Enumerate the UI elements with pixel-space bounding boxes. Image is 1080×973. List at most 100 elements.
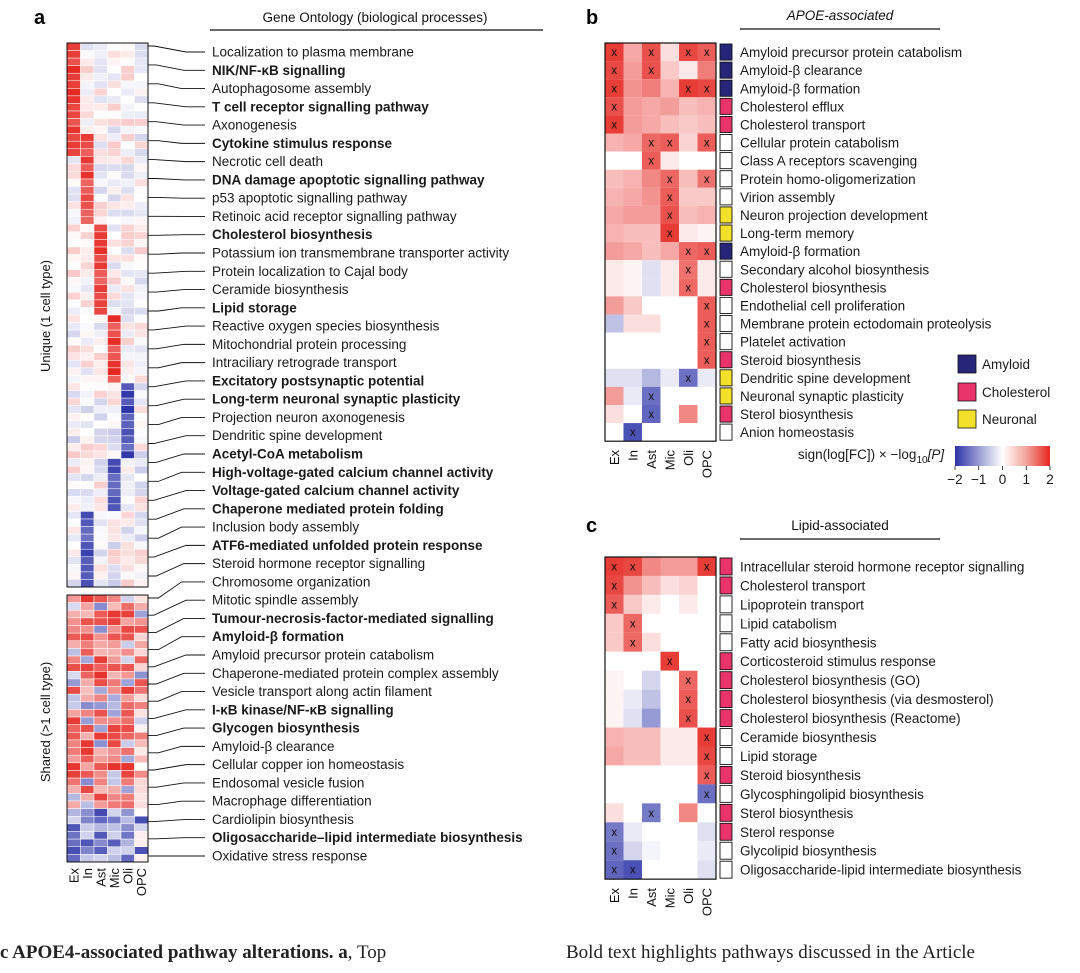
heatmap-a-cell xyxy=(93,428,108,437)
heatmap-a-cell xyxy=(107,503,122,512)
heatmap-a-cell xyxy=(80,397,95,406)
panel_c-category-swatch xyxy=(719,595,733,614)
heatmap-a-cell xyxy=(66,420,81,429)
heatmap-a-cell xyxy=(80,640,95,649)
heatmap-a-cell xyxy=(120,216,135,225)
panel_b-cell xyxy=(642,242,661,261)
heatmap-a-cell xyxy=(107,686,122,695)
panel_c-cell xyxy=(679,765,698,785)
heatmap-a-cell xyxy=(107,518,122,527)
panel_b-cell xyxy=(697,224,716,243)
panel_b-significance-mark: x xyxy=(648,391,654,403)
heatmap-a-cell xyxy=(66,594,81,603)
heatmap-a-cell xyxy=(66,118,81,127)
heatmap-a-cell xyxy=(80,770,95,779)
heatmap-a-cell xyxy=(107,57,122,66)
panel_c-cell xyxy=(642,670,661,690)
panel-a-connector xyxy=(148,471,205,482)
panel_b-pathway-label: Amyloid-β formation xyxy=(740,81,860,96)
panel_b-cell xyxy=(660,314,679,333)
panel-a-connector xyxy=(148,563,205,577)
heatmap-a-cell xyxy=(134,503,149,512)
panel-a-pathway-label: Cellular copper ion homeostasis xyxy=(212,757,404,772)
heatmap-a-cell xyxy=(66,254,81,263)
panel_c-cell xyxy=(642,803,661,823)
heatmap-a-cell xyxy=(107,579,122,588)
heatmap-a-cell xyxy=(66,443,81,452)
heatmap-a-cell xyxy=(120,480,135,490)
heatmap-a-cell xyxy=(134,329,149,338)
heatmap-a-cell xyxy=(93,854,108,863)
heatmap-a-cell xyxy=(80,793,95,802)
panel_b-pathway-label: Virion assembly xyxy=(740,190,835,205)
heatmap-a-cell xyxy=(134,50,149,59)
heatmap-a-cell xyxy=(120,254,135,263)
heatmap-a-cell xyxy=(93,556,108,565)
heatmap-a-cell xyxy=(93,110,108,119)
heatmap-a-cell xyxy=(120,503,135,512)
panel_b-cell xyxy=(660,79,679,98)
heatmap-a-cell xyxy=(120,564,135,573)
heatmap-a-cell xyxy=(120,701,135,710)
panel_c-cell xyxy=(605,841,624,861)
panel-a-connector xyxy=(148,435,205,444)
heatmap-a-cell xyxy=(66,602,81,611)
panel_b-cell xyxy=(697,133,716,152)
panel_c-significance-mark: x xyxy=(704,732,710,744)
panel_b-cell xyxy=(679,386,698,405)
panel_b-cell xyxy=(623,368,642,387)
heatmap-a-cell xyxy=(66,770,81,779)
heatmap-a-cell xyxy=(93,511,108,520)
heatmap-a-cell xyxy=(120,382,135,391)
color-scale: sign(log[FC]) × −log10[P] −2 −1 0 1 2 xyxy=(798,446,1054,487)
heatmap-a-cell xyxy=(107,458,122,467)
heatmap-a-cell xyxy=(93,103,108,112)
heatmap-a-cell xyxy=(80,103,95,112)
heatmap-a-cell xyxy=(93,526,108,535)
heatmap-a-cell xyxy=(66,435,81,444)
panel_b-column-label: Ast xyxy=(644,450,659,469)
panel_c-significance-mark: x xyxy=(685,675,691,687)
heatmap-a-cell xyxy=(66,777,81,786)
heatmap-a-cell xyxy=(93,344,108,354)
heatmap-a-cell xyxy=(80,846,95,855)
panel_b-category-swatch xyxy=(719,278,733,296)
panel_c-category-swatch xyxy=(719,747,733,765)
heatmap-a-cell xyxy=(80,732,95,741)
heatmap-a-cell xyxy=(66,224,81,233)
heatmap-a-cell xyxy=(93,655,108,664)
heatmap-a-cell xyxy=(134,678,149,687)
heatmap-a-cell xyxy=(66,344,81,354)
heatmap-a-cell xyxy=(107,709,122,718)
panel-a-pathway-label: T cell receptor signalling pathway xyxy=(212,99,429,114)
panel-a-pathway-label: Lipid storage xyxy=(212,300,297,315)
panel-a-connector xyxy=(148,196,205,199)
heatmap-a-cell xyxy=(80,163,95,172)
heatmap-a-cell xyxy=(107,103,122,112)
heatmap-a-cell xyxy=(107,344,122,354)
panel_b-cell xyxy=(623,79,642,98)
panel_c-cell xyxy=(605,670,624,690)
panel-b-column-labels: Ex In Ast Mic Oli OPC xyxy=(607,450,715,479)
heatmap-a-cell xyxy=(93,632,108,642)
heatmap-a-cell xyxy=(120,443,135,452)
heatmap-a-cell xyxy=(80,747,95,756)
heatmap-a-cell xyxy=(80,785,95,794)
heatmap-a-cell xyxy=(93,178,108,187)
panel_b-cell xyxy=(660,115,679,134)
heatmap-a-cell xyxy=(66,564,81,573)
heatmap-a-cell xyxy=(134,375,149,384)
panel_b-cell xyxy=(642,115,661,134)
panel_b-significance-mark: x xyxy=(685,373,691,385)
heatmap-a-cell xyxy=(120,322,135,331)
panel_c-frame xyxy=(604,556,717,880)
panel-a-connector xyxy=(148,599,205,616)
panel-a-connector xyxy=(148,618,205,633)
heatmap-a-cell xyxy=(80,831,95,840)
panel-a-pathway-label: Amyloid-β clearance xyxy=(212,739,335,754)
heatmap-a-cell xyxy=(80,480,95,490)
heatmap-a-cell xyxy=(80,777,95,786)
heatmap-a-cell xyxy=(107,716,122,725)
heatmap-a-cell xyxy=(93,648,108,657)
panel_c-category-swatch xyxy=(719,822,733,841)
